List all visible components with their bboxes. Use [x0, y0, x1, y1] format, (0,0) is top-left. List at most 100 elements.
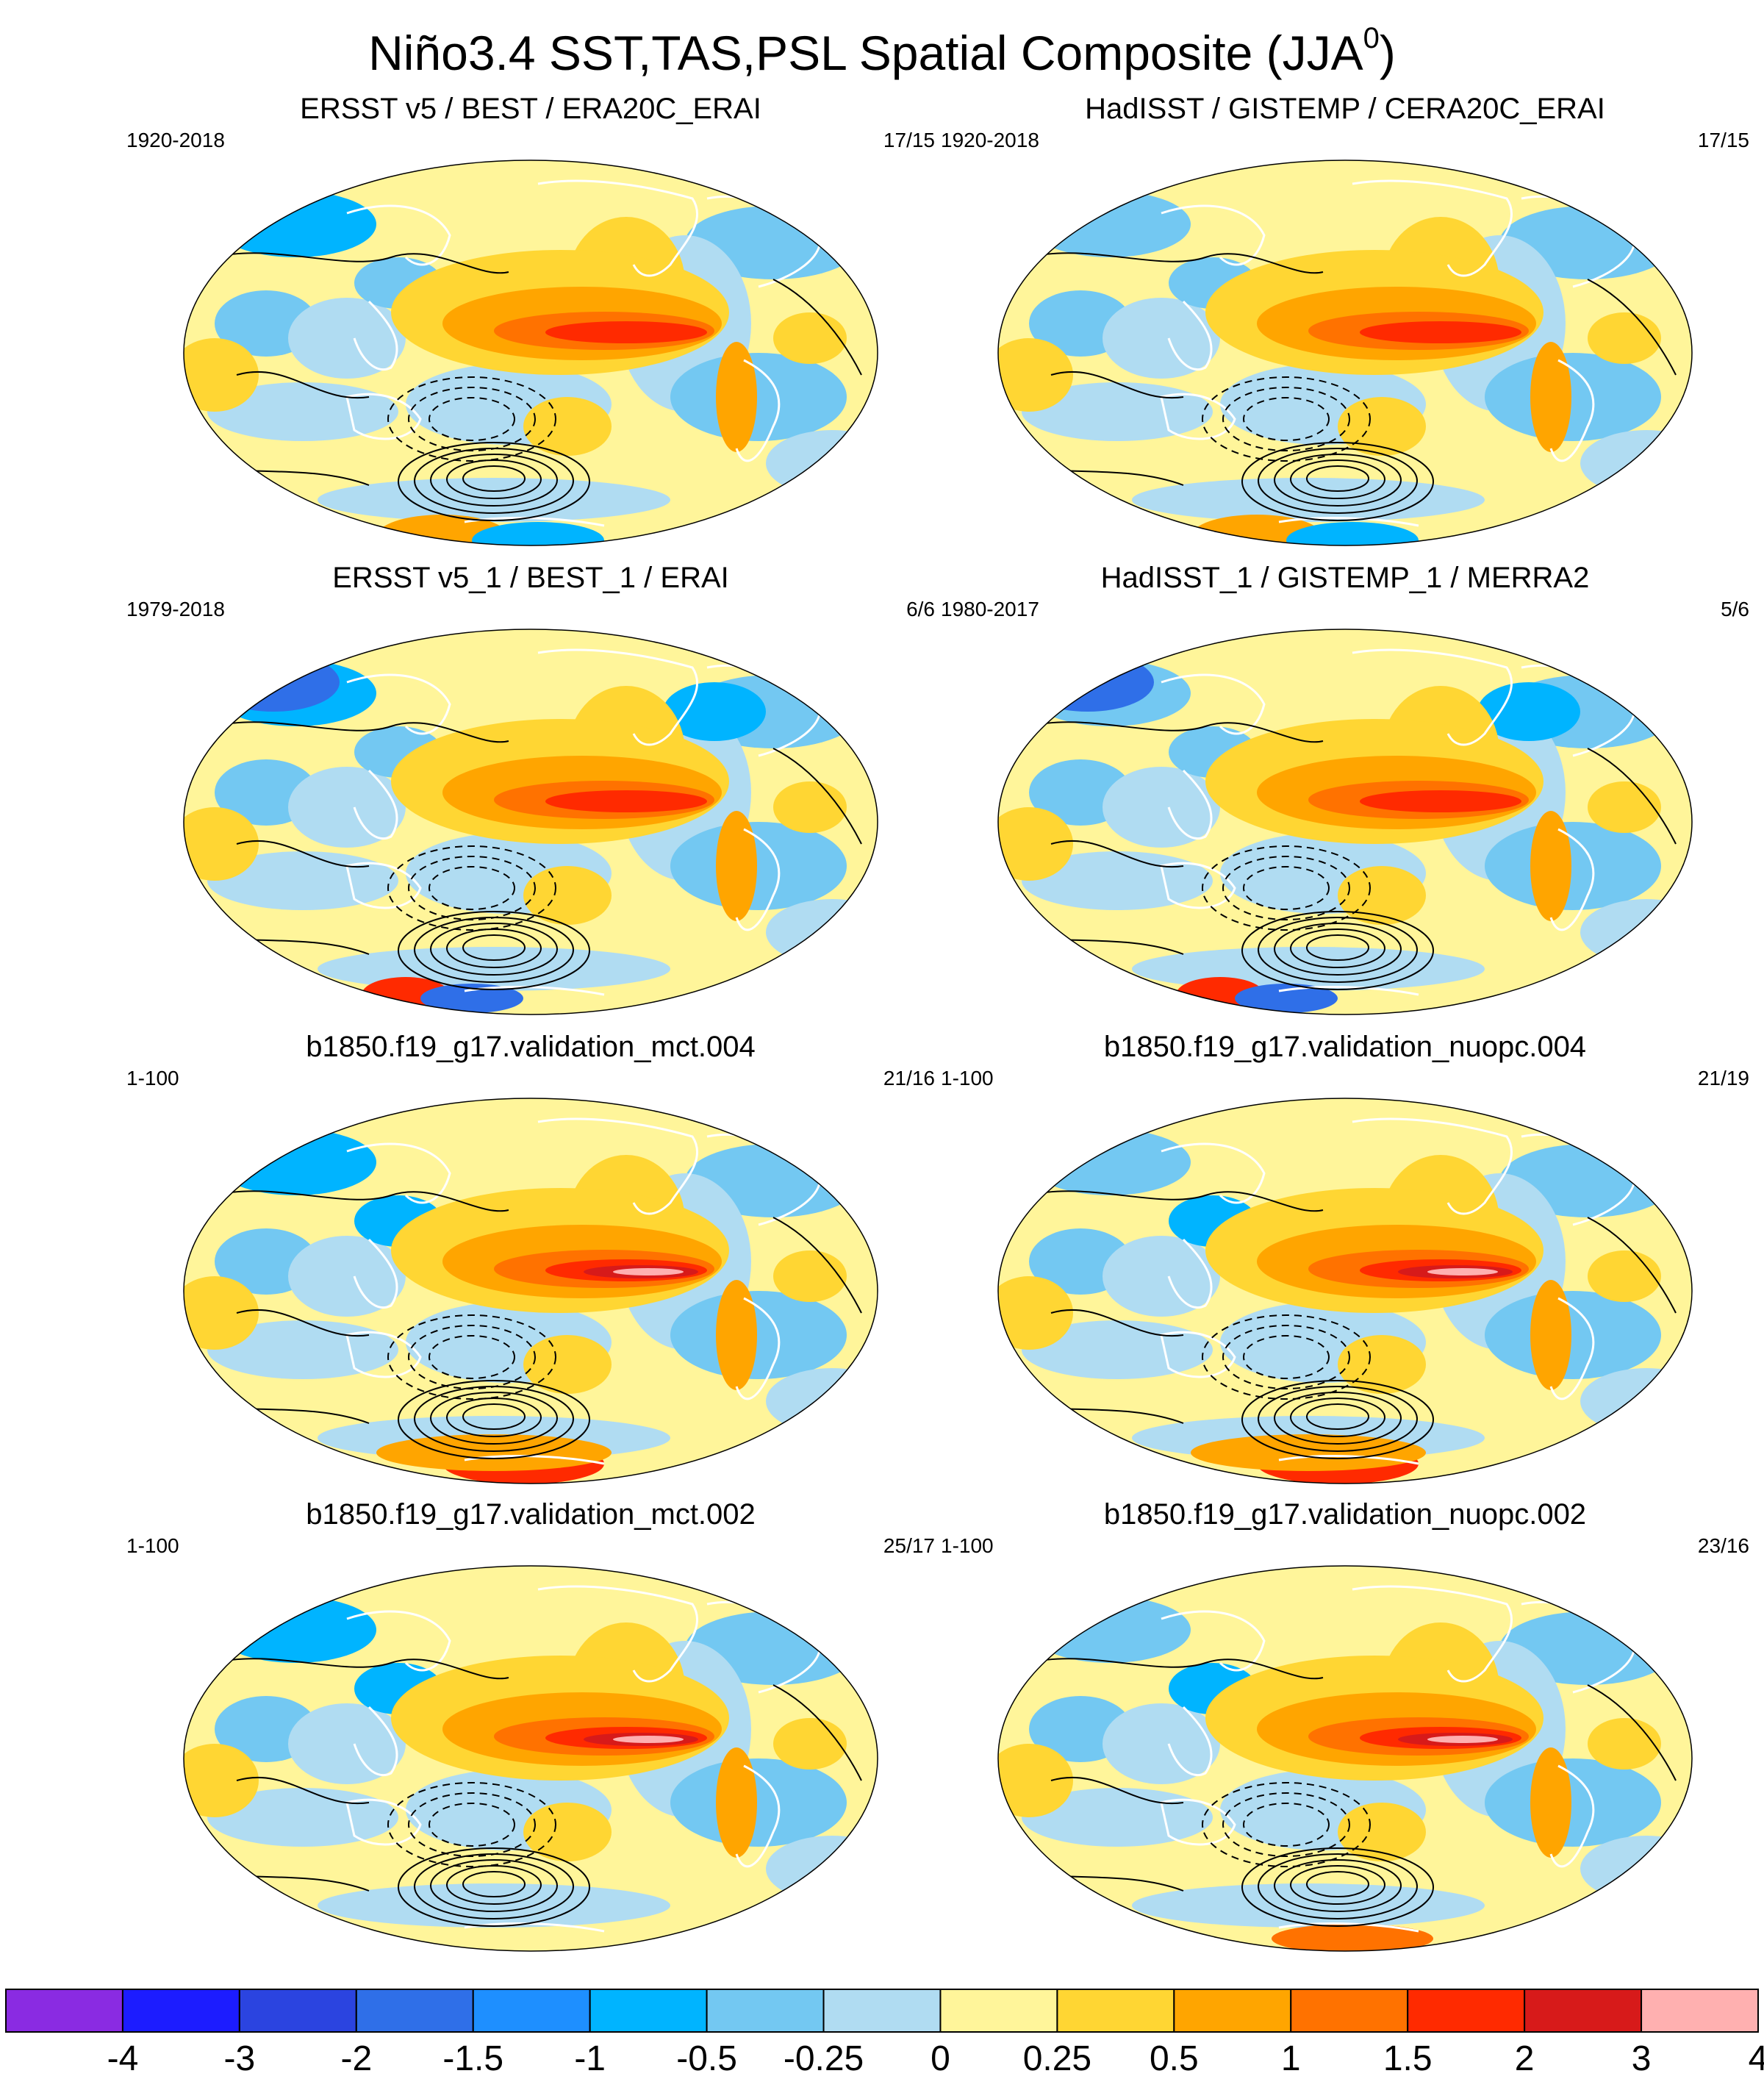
counts-label: 23/16 [1697, 1534, 1749, 1557]
coastline [345, 393, 422, 440]
anomaly-region [523, 1803, 612, 1861]
psl-contour-negative [408, 1325, 536, 1389]
psl-contour [430, 1859, 558, 1912]
coastline [537, 1585, 698, 1683]
psl-contour [1274, 1859, 1402, 1912]
psl-contour-negative [1202, 845, 1371, 931]
anomaly-region [1191, 515, 1323, 545]
colorbar-tick-label: 0.25 [1023, 2039, 1091, 2078]
coastline [1352, 1117, 1513, 1215]
panel-title: HadISST_1 / GISTEMP_1 / MERRA2 [1100, 562, 1590, 594]
psl-contour [236, 371, 370, 399]
psl-contour [1050, 371, 1184, 399]
anomaly-region [613, 1736, 684, 1743]
anomaly-region [1360, 790, 1521, 812]
anomaly-region [998, 807, 1073, 881]
period-label: 1920-2018 [941, 129, 1039, 151]
coastline [735, 828, 781, 931]
psl-contour [1290, 459, 1385, 499]
psl-contour [214, 721, 509, 743]
anomaly-region [1360, 321, 1521, 343]
counts-label: 21/19 [1697, 1067, 1749, 1089]
coastline [735, 1297, 781, 1400]
map-border [997, 1565, 1693, 1952]
coastline [1160, 862, 1236, 909]
anomaly-region [288, 298, 406, 379]
map-border [183, 160, 878, 546]
map-border [183, 1098, 878, 1484]
anomaly-region [766, 899, 878, 965]
psl-contour-negative [1202, 376, 1371, 462]
psl-contour-negative [1243, 1803, 1330, 1847]
psl-contour-negative [1222, 856, 1350, 920]
anomaly-region [1022, 653, 1154, 712]
anomaly-region [1029, 191, 1191, 257]
psl-contour [214, 1658, 509, 1680]
psl-contour [462, 1871, 526, 1897]
anomaly-region [1338, 866, 1426, 925]
psl-contour [1290, 1398, 1385, 1437]
coastline [353, 769, 398, 840]
panel-title: b1850.f19_g17.validation_nuopc.004 [1103, 1031, 1587, 1063]
coastline [1167, 300, 1213, 371]
coastline [345, 1798, 422, 1846]
composite-map [183, 1565, 878, 1952]
psl-contour [1306, 934, 1369, 961]
counts-label: 25/17 [883, 1534, 935, 1557]
anomaly-region [523, 397, 612, 456]
anomaly-region [1580, 899, 1692, 965]
psl-contour-negative [408, 856, 536, 920]
colorbar-swatch [355, 1989, 474, 2033]
coastline [1161, 673, 1266, 735]
coastline [1549, 828, 1595, 931]
colorbar-swatch [1524, 1989, 1643, 2033]
composite-map [997, 1565, 1693, 1952]
colorbar-swatch [1056, 1989, 1175, 2033]
anomaly-region [1029, 1597, 1191, 1663]
colorbar-tick-label: -0.25 [784, 2039, 864, 2078]
period-label: 1-100 [941, 1067, 994, 1089]
psl-contour-negative [1222, 387, 1350, 451]
psl-contour-negative [387, 1782, 556, 1867]
colorbar-swatch [121, 1989, 240, 2033]
colorbar-swatch [1173, 1989, 1292, 2033]
coastline [1278, 986, 1419, 996]
coastline [1549, 359, 1595, 462]
panel-6: b1850.f19_g17.validation_nuopc.004 1-100… [941, 1029, 1749, 1492]
anomaly-region [670, 1291, 847, 1379]
psl-contour [1050, 1309, 1184, 1337]
coastline [1160, 1331, 1236, 1378]
colorbar-tick-label: 4 [1749, 2039, 1764, 2078]
psl-contour-negative [387, 1314, 556, 1400]
anomaly-region [215, 191, 376, 257]
colorbar-swatch [1407, 1989, 1526, 2033]
psl-contour [1587, 279, 1677, 376]
coastline [735, 359, 781, 462]
counts-label: 21/16 [883, 1067, 935, 1089]
coastline [537, 1117, 698, 1215]
coastline [345, 1331, 422, 1378]
psl-contour [1241, 1847, 1434, 1927]
period-label: 1-100 [941, 1534, 994, 1557]
anomaly-region [773, 1718, 847, 1770]
period-label: 1979-2018 [126, 598, 225, 620]
coastline [1278, 517, 1419, 527]
anomaly-region [523, 866, 612, 925]
anomaly-region [663, 682, 766, 741]
colorbar-tick-label: -3 [224, 2039, 256, 2078]
anomaly-region [773, 1250, 847, 1302]
panel-5: b1850.f19_g17.validation_mct.004 1-100 2… [126, 1029, 935, 1492]
period-label: 1920-2018 [126, 129, 225, 151]
period-label: 1-100 [126, 1534, 179, 1557]
psl-contour [430, 454, 558, 507]
coastline [537, 179, 698, 277]
anomaly-region [1530, 342, 1571, 452]
psl-contour [462, 1403, 526, 1430]
psl-contour [1587, 748, 1677, 845]
composite-map [997, 160, 1693, 546]
anomaly-region [716, 811, 757, 921]
anomaly-region [766, 430, 878, 496]
anomaly-region [1286, 522, 1419, 545]
psl-contour [1306, 1403, 1369, 1430]
colorbar-tick-label: -1.5 [442, 2039, 503, 2078]
